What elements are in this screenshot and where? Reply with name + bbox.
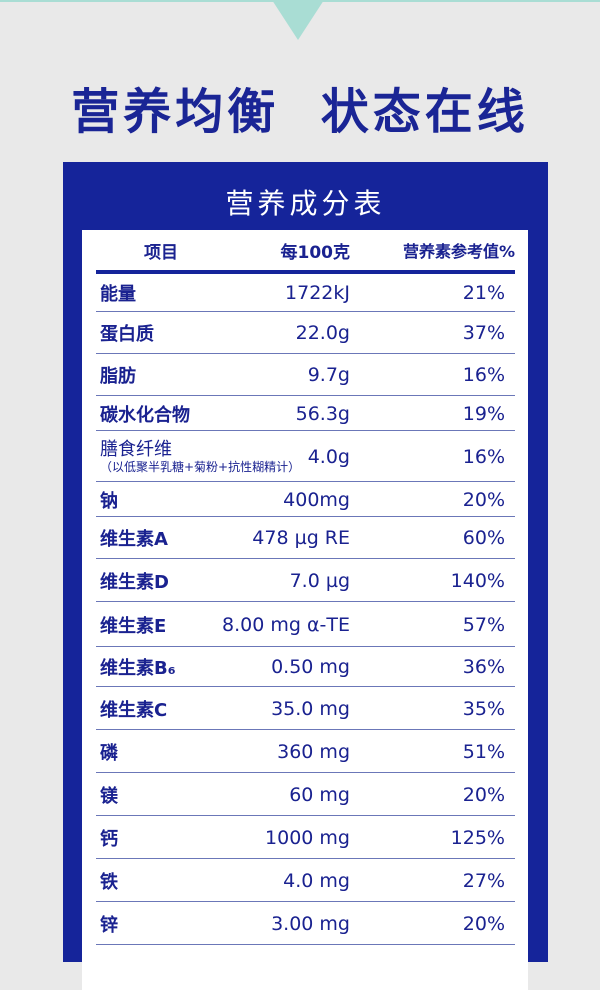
amount-per-100g: 400mg (283, 488, 350, 511)
amount-per-100g: 0.50 mg (271, 656, 350, 678)
table-row: 脂肪 9.7g 16% (96, 355, 515, 396)
nutrient-name: 维生素B₆ (100, 658, 176, 679)
amount-per-100g: 7.0 µg (289, 569, 350, 592)
table-row: 维生素A 478 µg RE 60% (96, 518, 515, 559)
nutrient-name-cell: 钙 (100, 817, 118, 858)
nrv-percent: 27% (462, 869, 505, 892)
nrv-percent: 36% (462, 656, 505, 678)
headline: 营养均衡 状态在线 (71, 84, 529, 140)
table-row: 钠 400mg 20% (96, 483, 515, 517)
table-row: 维生素E 8.00 mg α-TE 57% (96, 603, 515, 647)
amount-per-100g: 35.0 mg (271, 697, 350, 720)
table-row: 维生素D 7.0 µg 140% (96, 560, 515, 602)
nutrient-name: 镁 (100, 785, 118, 807)
table-row: 镁 60 mg 20% (96, 774, 515, 816)
table-row: 铁 4.0 mg 27% (96, 860, 515, 902)
table-title: 营养成分表 (225, 187, 386, 220)
nutrient-name: 钙 (100, 828, 118, 850)
nrv-percent: 19% (462, 402, 505, 425)
nutrient-name: 钠 (100, 490, 118, 512)
nrv-percent: 57% (462, 613, 505, 636)
nutrient-name-cell: 维生素B₆ (100, 648, 176, 686)
nutrient-name: 铁 (100, 871, 118, 893)
header-nrv: 营养素参考值% (402, 242, 515, 261)
table-row: 磷 360 mg 51% (96, 731, 515, 773)
table-row: 钙 1000 mg 125% (96, 817, 515, 859)
nutrient-name-cell: 钠 (100, 483, 118, 516)
nutrient-name: 维生素E (100, 615, 167, 637)
nutrient-note: （以低聚半乳糖+菊粉+抗性糊精计） (100, 459, 301, 474)
amount-per-100g: 3.00 mg (271, 912, 350, 935)
nrv-percent: 51% (462, 740, 505, 763)
nrv-percent: 37% (462, 322, 505, 344)
nutrient-name: 膳食纤维 (100, 438, 172, 460)
nrv-percent: 125% (450, 826, 505, 849)
nutrient-name-cell: 磷 (100, 731, 118, 772)
nrv-percent: 20% (462, 488, 505, 511)
nutrient-name-cell: 能量 (100, 274, 136, 311)
header-item: 项目 (144, 242, 178, 263)
nrv-percent: 140% (450, 569, 505, 592)
nutrient-name-cell: 碳水化合物 (100, 397, 190, 430)
header-per-100g: 每100克 (280, 242, 351, 263)
nrv-percent: 20% (462, 912, 505, 935)
nutrient-name: 磷 (100, 742, 118, 764)
nutrient-name: 脂肪 (100, 366, 136, 387)
nrv-percent: 21% (462, 281, 505, 304)
amount-per-100g: 56.3g (295, 402, 350, 425)
table-row: 碳水化合物 56.3g 19% (96, 397, 515, 431)
nutrient-name-cell: 镁 (100, 774, 118, 815)
amount-per-100g: 8.00 mg α-TE (222, 613, 350, 636)
amount-per-100g: 4.0g (307, 445, 350, 468)
nutrient-name: 维生素A (100, 529, 168, 550)
amount-per-100g: 478 µg RE (252, 527, 350, 549)
table-row: 维生素C 35.0 mg 35% (96, 688, 515, 730)
nutrient-name: 蛋白质 (100, 324, 154, 345)
nutrient-name-cell: 维生素A (100, 518, 168, 558)
nutrient-name-cell: 维生素C (100, 688, 167, 729)
nutrient-name-cell: 脂肪 (100, 355, 136, 395)
nutrition-table: 项目 每100克 营养素参考值% 能量 1722kJ 21% 蛋白质 22.0g 37% 脂… (82, 230, 528, 990)
nrv-percent: 60% (462, 527, 505, 549)
table-row: 维生素B₆ 0.50 mg 36% (96, 648, 515, 687)
table-row: 蛋白质 22.0g 37% (96, 313, 515, 354)
nrv-percent: 16% (462, 364, 505, 386)
nutrient-name-cell: 蛋白质 (100, 313, 154, 353)
nutrient-name: 能量 (100, 283, 136, 305)
amount-per-100g: 9.7g (307, 364, 350, 386)
nrv-percent: 35% (462, 697, 505, 720)
nutrition-panel: 营养成分表 项目 每100克 营养素参考值% 能量 1722kJ 21% 蛋白质 22.… (63, 162, 548, 990)
amount-per-100g: 1000 mg (265, 826, 350, 849)
amount-per-100g: 1722kJ (285, 281, 350, 304)
nrv-percent: 20% (462, 783, 505, 806)
nutrient-name-cell: 维生素E (100, 603, 166, 646)
table-row: 能量 1722kJ 21% (96, 274, 515, 312)
table-row: 膳食纤维 （以低聚半乳糖+菊粉+抗性糊精计） 4.0g 16% (96, 432, 515, 482)
nutrient-name-cell: 膳食纤维 （以低聚半乳糖+菊粉+抗性糊精计） (100, 432, 300, 481)
nutrient-name-cell: 锌 (100, 903, 118, 944)
amount-per-100g: 4.0 mg (283, 869, 350, 892)
nutrient-name: 维生素D (100, 571, 169, 593)
nutrient-name: 碳水化合物 (100, 404, 190, 426)
down-triangle-icon (272, 0, 324, 40)
table-header: 项目 每100克 营养素参考值% (96, 230, 515, 274)
amount-per-100g: 60 mg (289, 783, 350, 806)
nutrient-name: 维生素C (100, 699, 168, 721)
nutrient-name: 锌 (100, 914, 118, 936)
nutrient-name-cell: 铁 (100, 860, 118, 901)
table-row: 锌 3.00 mg 20% (96, 903, 515, 945)
amount-per-100g: 22.0g (295, 322, 350, 344)
amount-per-100g: 360 mg (277, 740, 350, 763)
nutrient-name-cell: 维生素D (100, 560, 169, 601)
nrv-percent: 16% (462, 445, 505, 468)
